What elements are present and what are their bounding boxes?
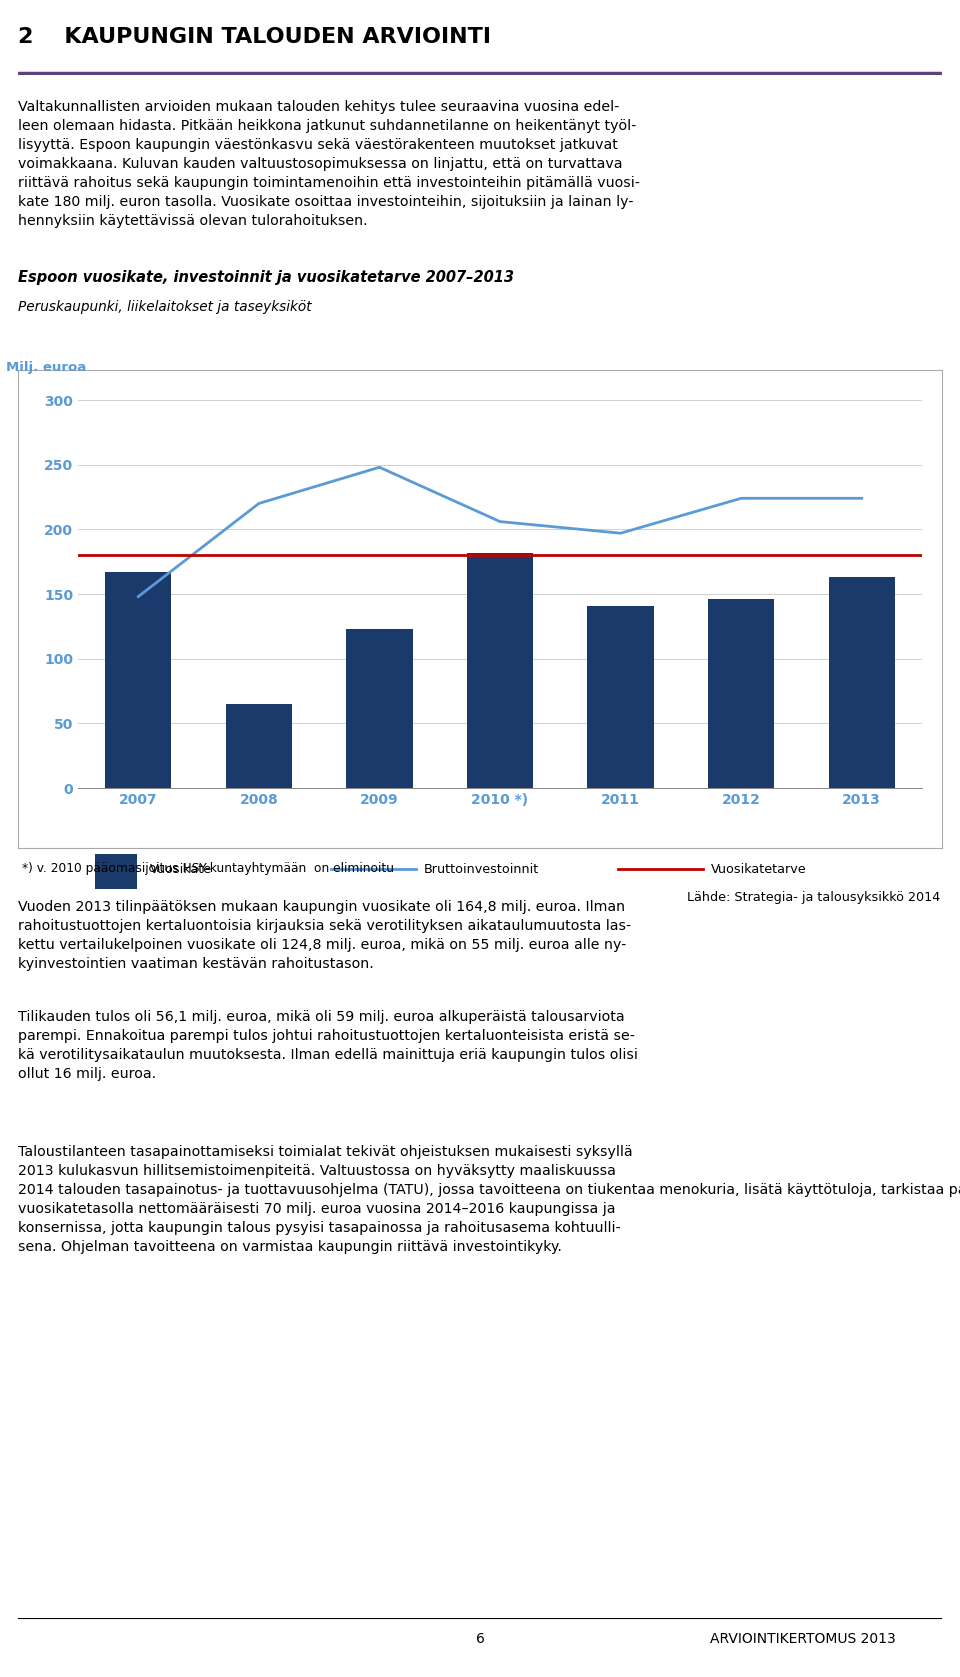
Bar — [95, 854, 137, 889]
Bar — [467, 553, 533, 788]
Bar — [588, 605, 654, 788]
Text: Taloustilanteen tasapainottamiseksi toimialat tekivät ohjeistuksen mukaisesti sy: Taloustilanteen tasapainottamiseksi toim… — [18, 1145, 960, 1254]
Text: Valtakunnallisten arvioiden mukaan talouden kehitys tulee seuraavina vuosina ede: Valtakunnallisten arvioiden mukaan talou… — [18, 101, 640, 228]
Text: Vuosikatetarve: Vuosikatetarve — [711, 864, 806, 875]
Text: 6: 6 — [475, 1632, 485, 1647]
Text: Tilikauden tulos oli 56,1 milj. euroa, mikä oli 59 milj. euroa alkuperäistä talo: Tilikauden tulos oli 56,1 milj. euroa, m… — [18, 1010, 637, 1082]
Text: Espoon vuosikate, investoinnit ja vuosikatetarve 2007–2013: Espoon vuosikate, investoinnit ja vuosik… — [18, 270, 514, 285]
Text: Peruskaupunki, liikelaitokset ja taseyksiköt: Peruskaupunki, liikelaitokset ja taseyks… — [18, 300, 312, 314]
Text: Milj. euroa: Milj. euroa — [7, 361, 86, 374]
Bar — [828, 577, 895, 788]
Text: *) v. 2010 pääomasijoitus HSY-kuntayhtymään  on eliminoitu: *) v. 2010 pääomasijoitus HSY-kuntayhtym… — [22, 862, 394, 875]
Text: Vuosikate: Vuosikate — [150, 864, 212, 875]
Text: ARVIOINTIKERTOMUS 2013: ARVIOINTIKERTOMUS 2013 — [710, 1632, 896, 1647]
Bar — [708, 599, 775, 788]
Text: Lähde: Strategia- ja talousyksikkö 2014: Lähde: Strategia- ja talousyksikkö 2014 — [686, 890, 940, 904]
Text: Vuoden 2013 tilinpäätöksen mukaan kaupungin vuosikate oli 164,8 milj. euroa. Ilm: Vuoden 2013 tilinpäätöksen mukaan kaupun… — [18, 901, 632, 971]
Bar — [226, 704, 292, 788]
Text: 2    KAUPUNGIN TALOUDEN ARVIOINTI: 2 KAUPUNGIN TALOUDEN ARVIOINTI — [18, 27, 491, 47]
Bar — [106, 572, 172, 788]
Text: Bruttoinvestoinnit: Bruttoinvestoinnit — [424, 864, 540, 875]
Bar — [347, 629, 413, 788]
